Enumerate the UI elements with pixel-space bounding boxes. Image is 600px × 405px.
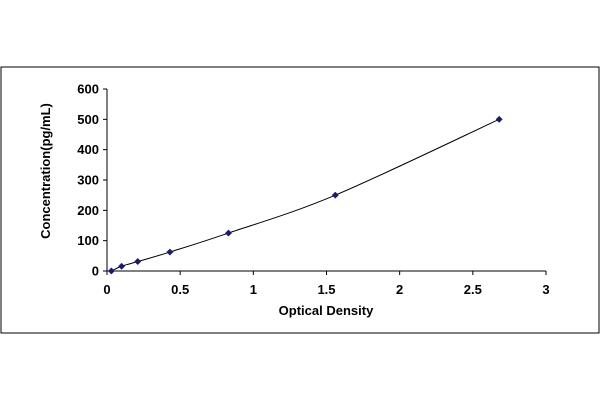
data-point-marker — [331, 191, 339, 199]
y-tick-label: 500 — [77, 112, 99, 127]
y-tick-label: 300 — [77, 173, 99, 188]
y-tick-label: 200 — [77, 203, 99, 218]
x-tick-labels: 0 0.5 1 1.5 2 2.5 3 — [103, 282, 549, 297]
x-tick-label: 0 — [103, 282, 110, 297]
y-tick-label: 0 — [92, 264, 99, 279]
x-tick-label: 2 — [396, 282, 403, 297]
data-point-marker — [118, 262, 126, 270]
data-point-marker — [134, 257, 142, 266]
x-tick-label: 2.5 — [464, 282, 482, 297]
y-axis-title: Concentration(pg/mL) — [38, 103, 53, 239]
outer-border — [0, 66, 600, 334]
data-point-marker — [107, 267, 115, 275]
y-tick-labels: 0 100 200 300 400 500 600 — [77, 82, 99, 279]
data-points — [107, 115, 503, 275]
x-tick-label: 1 — [250, 282, 257, 297]
x-tick-label: 1.5 — [317, 282, 335, 297]
x-tick-label: 3 — [542, 282, 549, 297]
y-tick-label: 600 — [77, 82, 99, 97]
data-point-marker — [495, 115, 503, 123]
x-axis-title: Optical Density — [279, 303, 374, 318]
axes — [103, 88, 547, 275]
y-tick-label: 100 — [77, 233, 99, 248]
y-tick-label: 400 — [77, 142, 99, 157]
data-point-marker — [166, 248, 174, 256]
data-point-marker — [224, 229, 233, 237]
x-tick-label: 0.5 — [171, 282, 189, 297]
